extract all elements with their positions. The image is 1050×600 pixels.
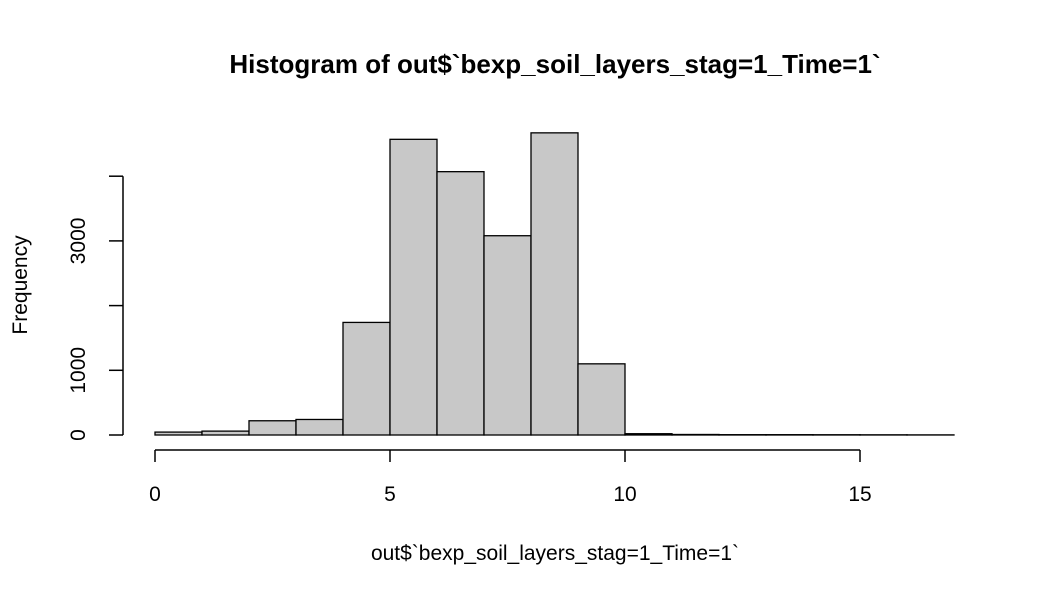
histogram-bar-7 bbox=[483, 235, 532, 436]
x-tick-label-10: 10 bbox=[613, 483, 636, 506]
histogram-bar-4 bbox=[342, 321, 391, 436]
x-tick-label-5: 5 bbox=[384, 483, 396, 506]
histogram-bar-0 bbox=[154, 431, 203, 436]
y-axis-label: Frequency bbox=[9, 235, 32, 335]
histogram-bar-8 bbox=[530, 132, 579, 436]
x-axis: 0 5 10 15 bbox=[149, 449, 872, 506]
y-tick-label-3000: 3000 bbox=[67, 218, 90, 265]
bars-group bbox=[154, 132, 955, 436]
histogram-bar-3 bbox=[295, 418, 344, 436]
y-tick-label-0: 0 bbox=[67, 429, 90, 441]
histogram-bar-2 bbox=[248, 420, 297, 436]
histogram-bar-6 bbox=[436, 171, 485, 436]
y-tick-label-1000: 1000 bbox=[67, 347, 90, 394]
x-tick-label-0: 0 bbox=[149, 483, 161, 506]
histogram-bar-1 bbox=[201, 430, 250, 436]
x-tick-label-15: 15 bbox=[848, 483, 871, 506]
x-axis-label: out$`bexp_soil_layers_stag=1_Time=1` bbox=[371, 542, 739, 565]
histogram-bar-9 bbox=[577, 363, 626, 436]
histogram-bar-11 bbox=[671, 433, 720, 436]
y-axis: 0 1000 3000 bbox=[67, 175, 124, 441]
histogram-bar-5 bbox=[389, 138, 438, 436]
chart-title: Histogram of out$`bexp_soil_layers_stag=… bbox=[229, 49, 880, 79]
histogram-bar-10 bbox=[624, 433, 673, 436]
